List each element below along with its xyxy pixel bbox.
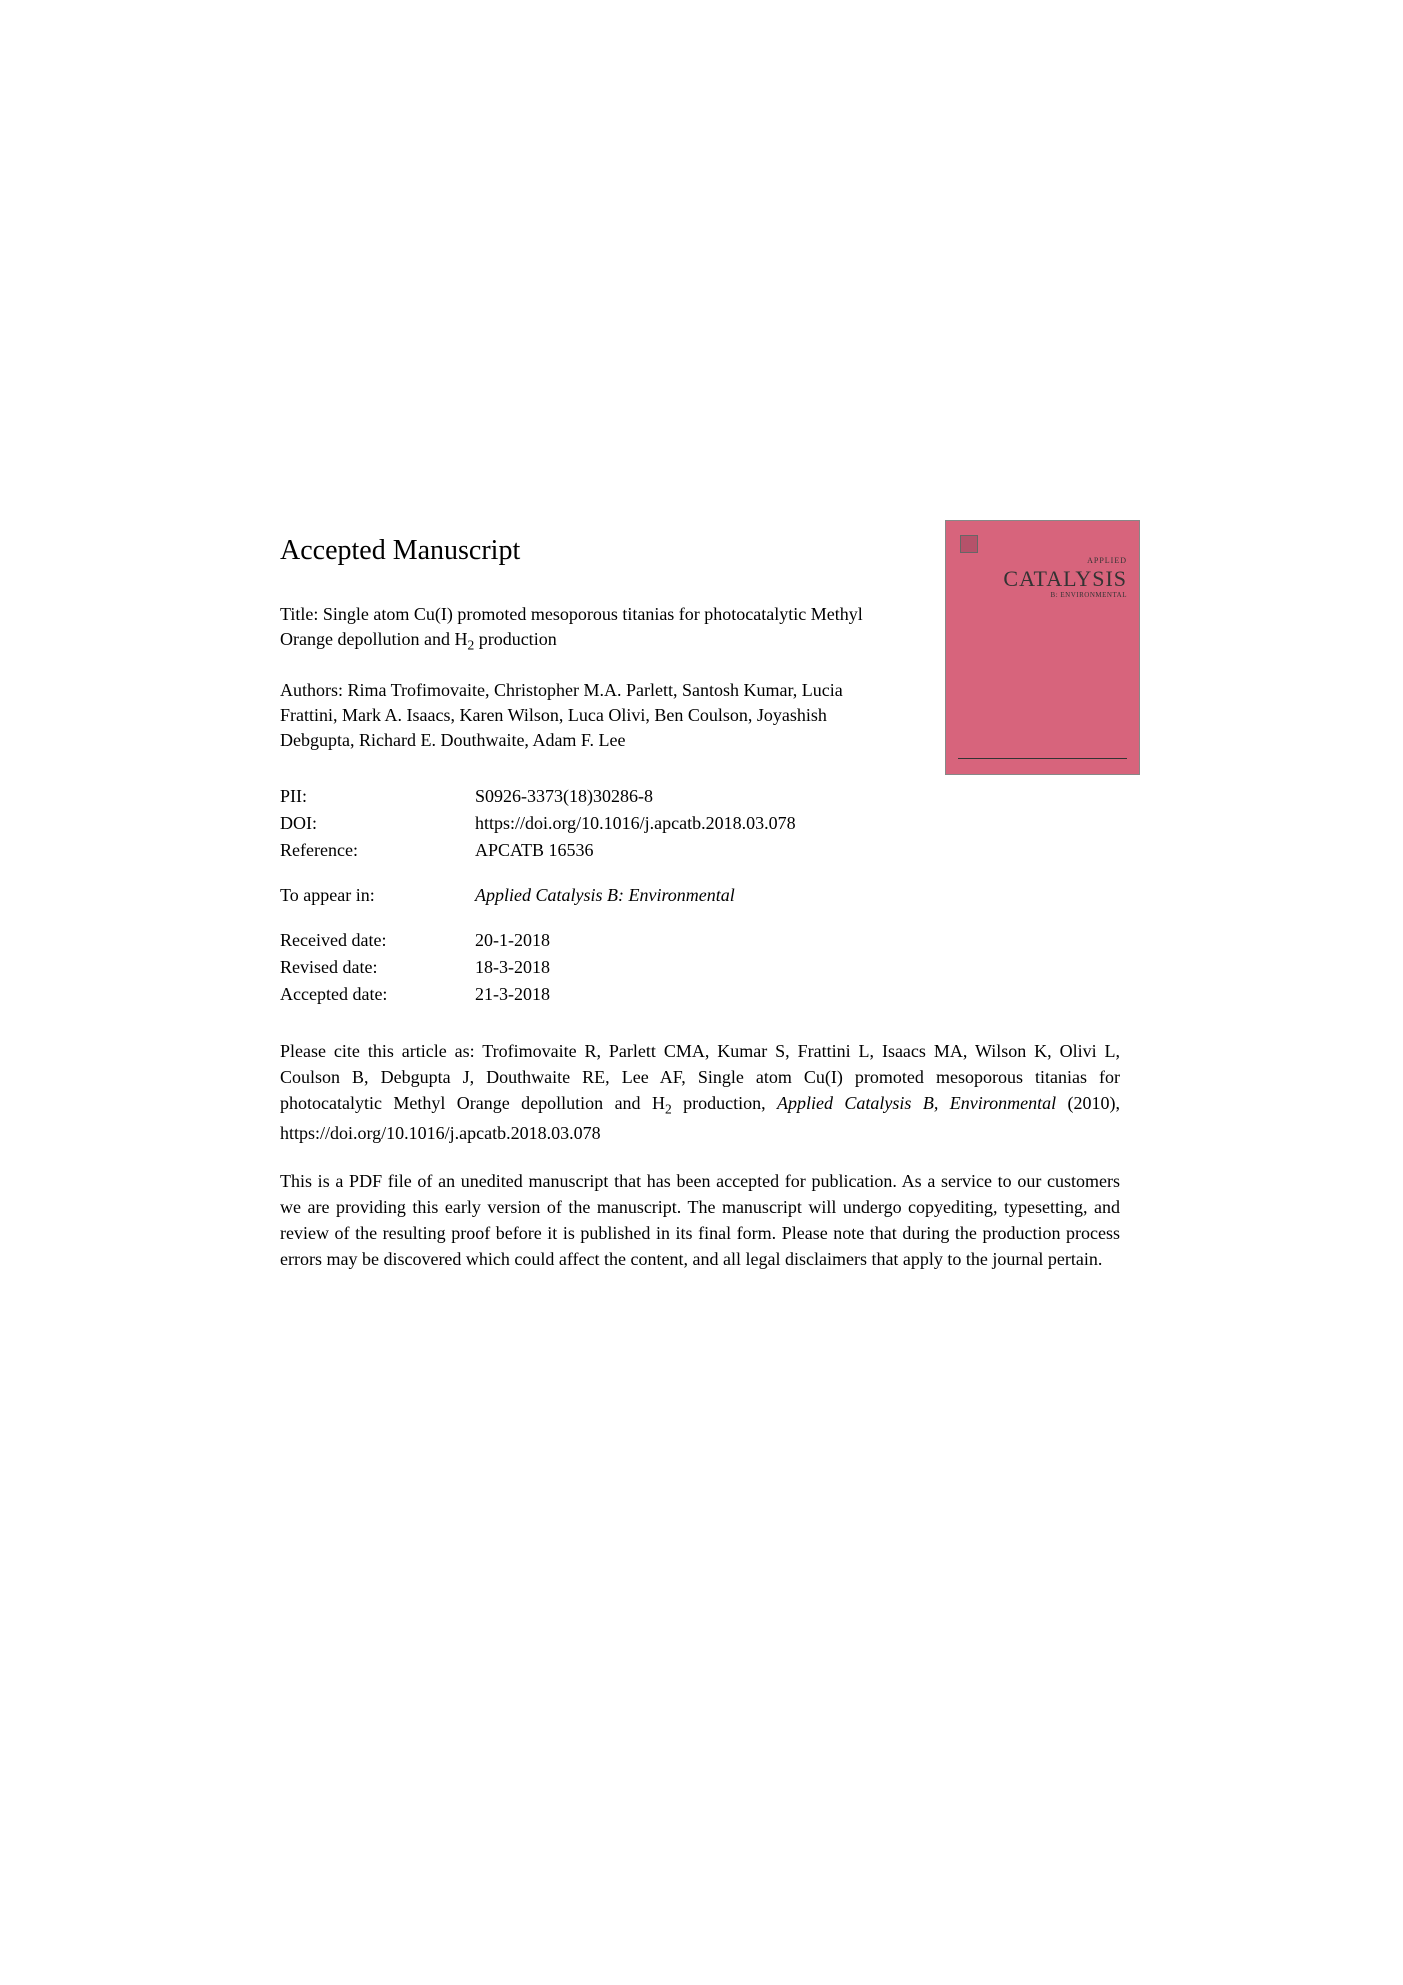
citation-journal: Applied Catalysis B, Environmental: [777, 1093, 1056, 1113]
cover-main-title: CATALYSIS: [1003, 566, 1127, 592]
revised-label: Revised date:: [280, 954, 475, 981]
metadata-row: Accepted date: 21-3-2018: [280, 981, 1120, 1008]
doi-value: https://doi.org/10.1016/j.apcatb.2018.03…: [475, 810, 1120, 837]
citation-paragraph: Please cite this article as: Trofimovait…: [280, 1038, 1120, 1145]
pii-label: PII:: [280, 783, 475, 810]
appear-label: To appear in:: [280, 882, 475, 909]
metadata-row: Revised date: 18-3-2018: [280, 954, 1120, 981]
metadata-row: To appear in: Applied Catalysis B: Envir…: [280, 882, 1120, 909]
doi-label: DOI:: [280, 810, 475, 837]
cover-bottom-line: [958, 758, 1127, 759]
revised-value: 18-3-2018: [475, 954, 1120, 981]
metadata-row: Received date: 20-1-2018: [280, 927, 1120, 954]
disclaimer-paragraph: This is a PDF file of an unedited manusc…: [280, 1168, 1120, 1272]
citation-mid: production,: [672, 1093, 777, 1113]
cover-logo-box: [960, 535, 978, 553]
title-suffix: production: [474, 629, 557, 649]
appear-value: Applied Catalysis B: Environmental: [475, 882, 1120, 909]
reference-label: Reference:: [280, 837, 475, 864]
reference-value: APCATB 16536: [475, 837, 1120, 864]
metadata-row: Reference: APCATB 16536: [280, 837, 1120, 864]
accepted-value: 21-3-2018: [475, 981, 1120, 1008]
subscript-2: 2: [665, 1102, 672, 1117]
title-text: Single atom Cu(I) promoted mesoporous ti…: [280, 604, 863, 649]
journal-cover-thumbnail: APPLIED CATALYSIS B: ENVIRONMENTAL: [945, 520, 1140, 775]
title-label: Title:: [280, 604, 318, 624]
authors-section: Authors: Rima Trofimovaite, Christopher …: [280, 678, 875, 754]
metadata-table: PII: S0926-3373(18)30286-8 DOI: https://…: [280, 783, 1120, 1008]
received-label: Received date:: [280, 927, 475, 954]
metadata-row: DOI: https://doi.org/10.1016/j.apcatb.20…: [280, 810, 1120, 837]
cover-sub-title: B: ENVIRONMENTAL: [1051, 591, 1127, 599]
accepted-label: Accepted date:: [280, 981, 475, 1008]
authors-label: Authors:: [280, 680, 343, 700]
received-value: 20-1-2018: [475, 927, 1120, 954]
authors-text: Rima Trofimovaite, Christopher M.A. Parl…: [280, 680, 843, 750]
pii-value: S0926-3373(18)30286-8: [475, 783, 1120, 810]
cover-small-title: APPLIED: [1087, 556, 1127, 565]
metadata-row: PII: S0926-3373(18)30286-8: [280, 783, 1120, 810]
title-section: Title: Single atom Cu(I) promoted mesopo…: [280, 602, 875, 656]
